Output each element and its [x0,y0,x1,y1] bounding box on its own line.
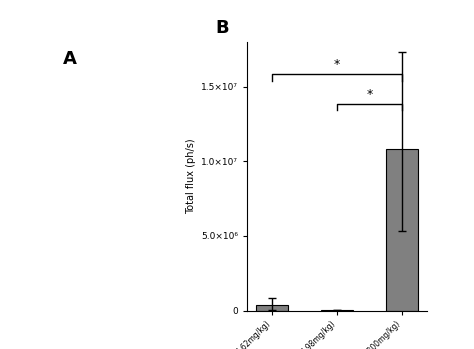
Y-axis label: Total flux (ph/s): Total flux (ph/s) [186,139,196,214]
Bar [255,305,288,311]
Bar [321,310,353,311]
Text: *: * [334,58,340,72]
Bar [386,149,419,311]
Text: B: B [215,18,229,37]
Text: A: A [63,50,77,68]
Text: *: * [366,88,373,101]
